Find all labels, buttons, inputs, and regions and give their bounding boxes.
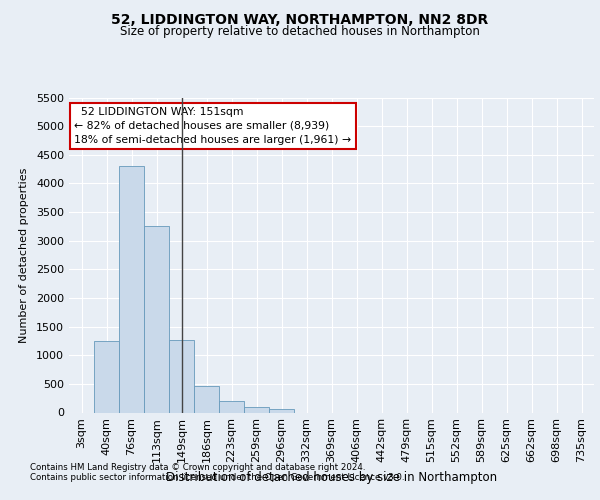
Text: Size of property relative to detached houses in Northampton: Size of property relative to detached ho… bbox=[120, 25, 480, 38]
Bar bbox=[219, 401, 244, 412]
Text: 52 LIDDINGTON WAY: 151sqm  
← 82% of detached houses are smaller (8,939)
18% of : 52 LIDDINGTON WAY: 151sqm ← 82% of detac… bbox=[74, 107, 352, 145]
X-axis label: Distribution of detached houses by size in Northampton: Distribution of detached houses by size … bbox=[166, 471, 497, 484]
Text: 52, LIDDINGTON WAY, NORTHAMPTON, NN2 8DR: 52, LIDDINGTON WAY, NORTHAMPTON, NN2 8DR bbox=[112, 12, 488, 26]
Bar bbox=[169, 340, 194, 412]
Bar bbox=[144, 226, 169, 412]
Y-axis label: Number of detached properties: Number of detached properties bbox=[19, 168, 29, 342]
Bar bbox=[119, 166, 144, 412]
Bar bbox=[244, 408, 269, 412]
Bar bbox=[194, 386, 219, 412]
Bar bbox=[269, 409, 294, 412]
Text: Contains HM Land Registry data © Crown copyright and database right 2024.: Contains HM Land Registry data © Crown c… bbox=[30, 462, 365, 471]
Text: Contains public sector information licensed under the Open Government Licence v3: Contains public sector information licen… bbox=[30, 472, 404, 482]
Bar bbox=[94, 342, 119, 412]
